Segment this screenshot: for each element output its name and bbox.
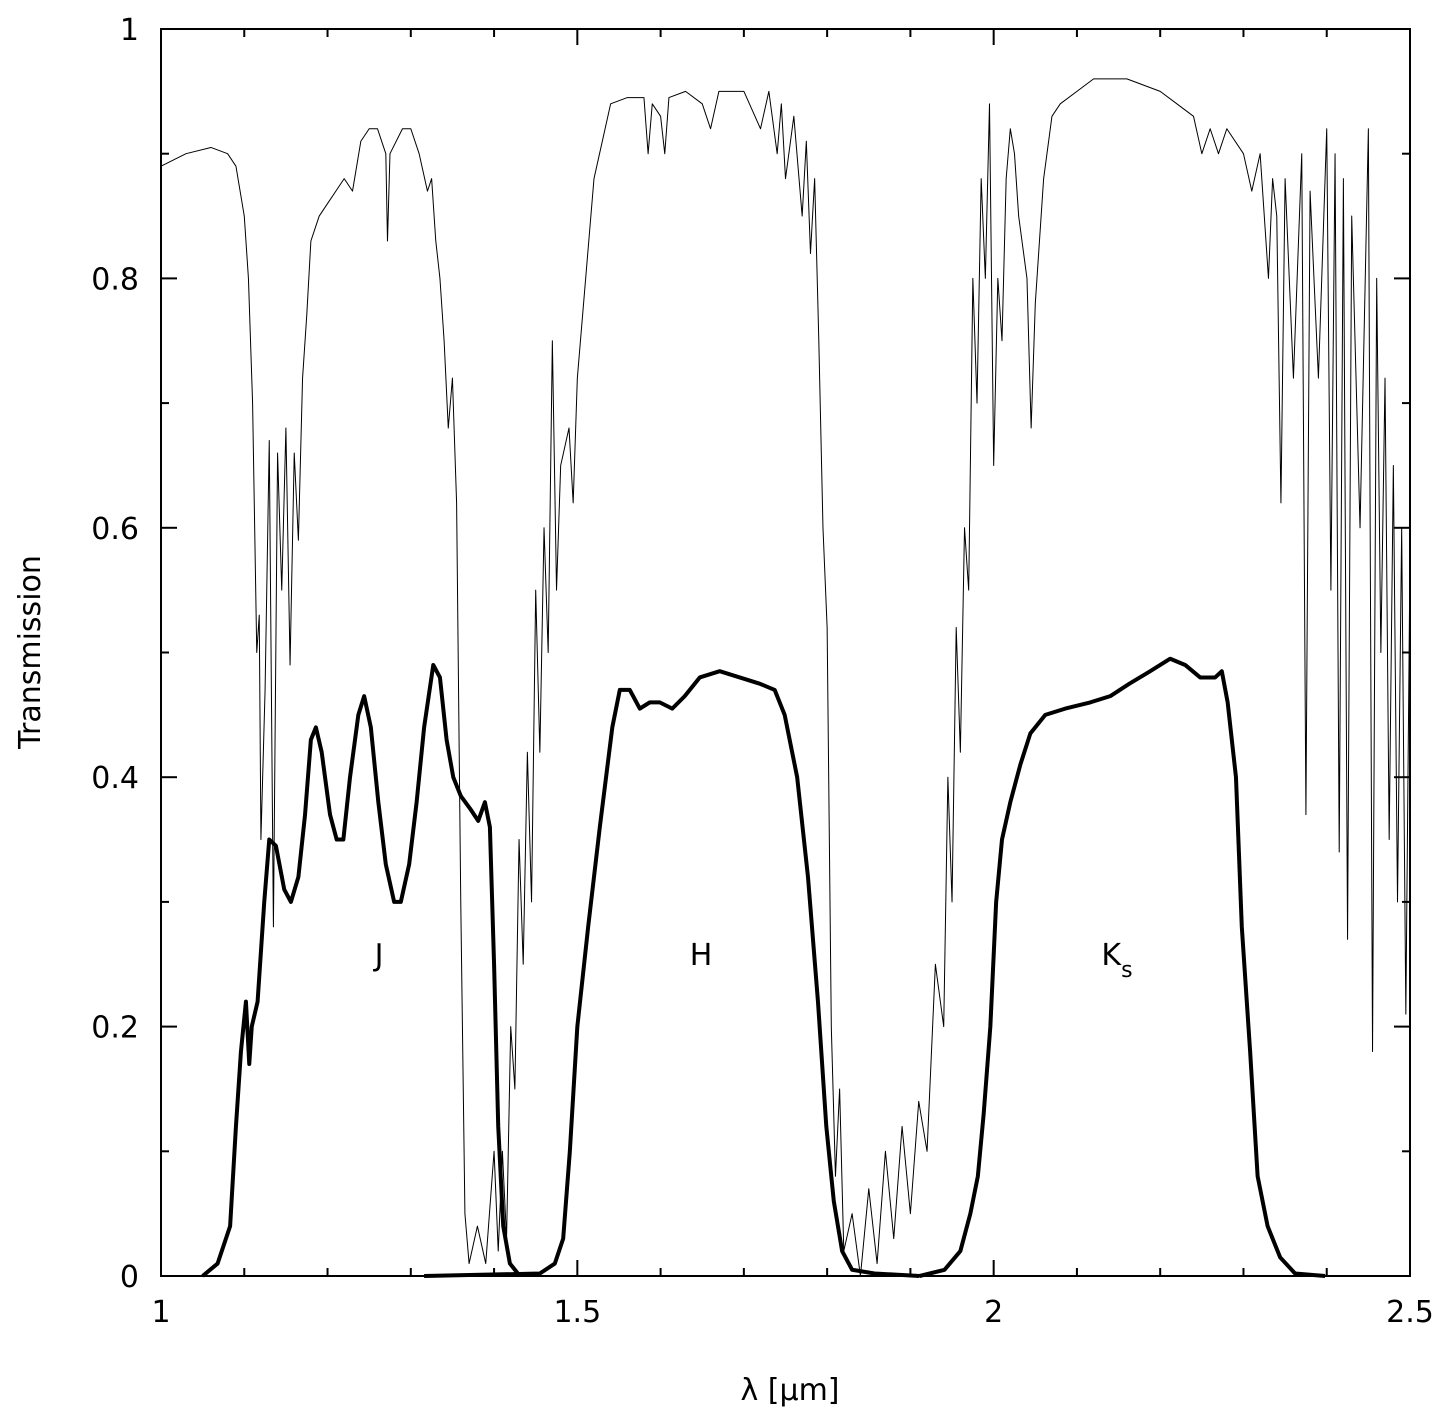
x-tick-label: 2.5 xyxy=(1386,1295,1434,1330)
y-tick-label: 0 xyxy=(120,1260,139,1295)
y-tick-label: 0.2 xyxy=(91,1011,139,1046)
x-tick-label: 2 xyxy=(984,1295,1003,1330)
y-axis-label: Transmission xyxy=(13,555,48,750)
x-tick-label: 1.5 xyxy=(553,1295,601,1330)
series-line xyxy=(201,662,522,1278)
y-tick-label: 1 xyxy=(120,13,139,48)
series-line xyxy=(160,78,1411,1277)
x-tick-label: 1 xyxy=(151,1295,170,1330)
series-label: H xyxy=(690,938,713,973)
series-line xyxy=(424,669,920,1278)
y-tick-label: 0.4 xyxy=(91,761,139,796)
plot-frame xyxy=(160,28,1411,1277)
series-label: Ks xyxy=(1101,938,1132,983)
y-tick-label: 0.6 xyxy=(91,512,139,547)
y-tick-label: 0.8 xyxy=(91,262,139,297)
series-label: J xyxy=(373,938,384,973)
x-axis-label: λ [μm] xyxy=(740,1373,839,1408)
series-line xyxy=(919,656,1326,1278)
